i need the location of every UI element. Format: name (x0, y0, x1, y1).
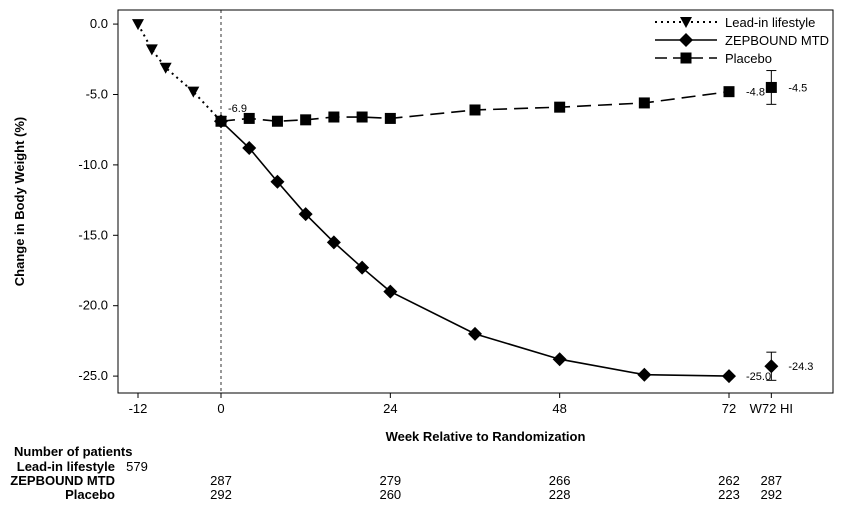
patients-count: 279 (379, 473, 402, 488)
x-axis-title: Week Relative to Randomization (386, 429, 586, 444)
data-point (765, 81, 777, 93)
data-point (637, 367, 652, 382)
y-tick-label: -20.0 (78, 298, 108, 313)
legend-label: Placebo (725, 51, 772, 66)
data-point (145, 44, 158, 56)
y-tick-label: -25.0 (78, 368, 108, 383)
data-point (383, 284, 398, 299)
patients-count: 292 (210, 487, 232, 502)
data-label: -6.9 (228, 103, 247, 115)
x-tick-label: 0 (217, 401, 224, 416)
data-point (638, 97, 650, 109)
data-point (271, 115, 283, 127)
hi-estimate (765, 70, 777, 105)
data-point (187, 86, 200, 98)
patients-count: 228 (548, 487, 571, 502)
y-tick-label: -15.0 (78, 227, 108, 242)
patients-row-label: Lead-in lifestyle (16, 459, 115, 474)
patients-count: 292 (760, 487, 783, 502)
data-point (384, 112, 396, 124)
data-point (764, 359, 779, 374)
data-point (298, 207, 313, 222)
patients-count: 287 (210, 473, 232, 488)
patients-count: 223 (718, 487, 740, 502)
data-point (328, 111, 340, 123)
data-point (215, 115, 227, 127)
data-label: -24.3 (788, 361, 813, 373)
y-tick-label: -10.0 (78, 157, 108, 172)
data-label: -25.0 (746, 371, 771, 383)
data-point (722, 369, 736, 384)
legend-label: ZEPBOUND MTD (725, 33, 829, 48)
patients-table-title: Number of patients (14, 444, 133, 459)
patients-count: 266 (548, 473, 571, 488)
data-point (270, 174, 285, 189)
patients-count: 262 (718, 473, 740, 488)
data-point (159, 62, 172, 74)
plot-frame (117, 9, 834, 394)
data-point (554, 101, 566, 113)
data-point (326, 235, 341, 250)
data-point (723, 86, 735, 98)
data-point (552, 352, 567, 367)
legend-marker (680, 52, 692, 64)
y-axis-title: Change in Body Weight (%) (12, 117, 27, 286)
x-tick-label: 72 (722, 401, 736, 416)
patients-count: 579 (126, 459, 148, 474)
x-tick-label: 24 (383, 401, 397, 416)
patients-row-label: Placebo (65, 487, 115, 502)
x-tick-label: 48 (552, 401, 566, 416)
patients-count: 287 (760, 473, 783, 488)
series-line (137, 23, 222, 122)
legend-marker (680, 17, 692, 28)
data-point (242, 140, 257, 155)
patients-row-label: ZEPBOUND MTD (10, 473, 115, 488)
series-zepbound-mtd (214, 114, 736, 384)
data-point (356, 111, 368, 123)
series-lead-in-lifestyle (132, 19, 227, 128)
data-point (469, 104, 481, 116)
data-label: -4.8 (746, 87, 765, 99)
data-label: -4.5 (788, 82, 807, 94)
legend-marker (679, 33, 693, 47)
series-placebo (215, 86, 735, 127)
data-point (468, 326, 482, 341)
y-tick-label: 0.0 (90, 16, 108, 31)
data-point (243, 112, 255, 124)
data-point (300, 114, 312, 126)
series-line (220, 90, 730, 123)
y-tick-label: -5.0 (86, 86, 108, 101)
data-point (132, 19, 144, 31)
data-point (355, 260, 370, 275)
hi-estimate (764, 351, 779, 381)
x-tick-label: W72 HI (750, 401, 793, 416)
x-tick-label: -12 (129, 401, 148, 416)
legend-label: Lead-in lifestyle (725, 15, 815, 30)
patients-count: 260 (379, 487, 402, 502)
legend: Lead-in lifestyle ZEPBOUND MTD Placebo (655, 15, 829, 66)
